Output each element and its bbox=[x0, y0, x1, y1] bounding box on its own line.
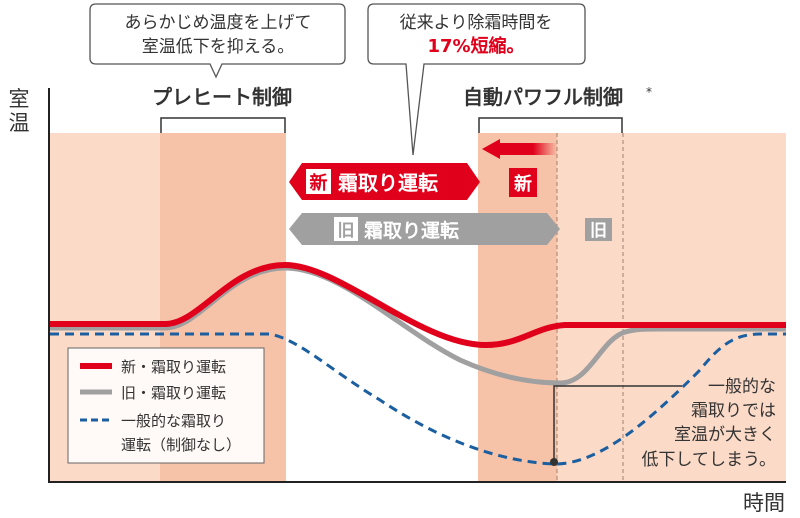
preheat-label: プレヒート制御 bbox=[152, 85, 292, 109]
callout-defrost-line1: 従来より除霜時間を bbox=[400, 13, 553, 33]
new-defrost-arrow bbox=[289, 163, 480, 200]
callout-defrost-line2: 17%短縮。 bbox=[427, 35, 524, 57]
old-tag-bg bbox=[585, 218, 612, 241]
auto-powerful-label: 自動パワフル制御 bbox=[463, 85, 623, 109]
shorten-arrow-head bbox=[482, 139, 500, 159]
band-normal-right bbox=[557, 133, 786, 482]
callout-preheat bbox=[89, 3, 346, 79]
annotation-dot bbox=[550, 458, 558, 466]
legend-label-general-2: 運転（制御なし） bbox=[121, 436, 241, 454]
callout-preheat-line2: 室温低下を抑える。 bbox=[142, 37, 295, 57]
old-tag: 旧 bbox=[590, 221, 607, 241]
legend-label-old: 旧・霜取り運転 bbox=[121, 384, 226, 402]
old-defrost-label: 霜取り運転 bbox=[363, 220, 459, 242]
annotation-line4: 低下してしまう。 bbox=[642, 450, 776, 470]
preheat-bracket bbox=[160, 117, 286, 133]
annotation-line2: 霜取りでは bbox=[691, 401, 776, 421]
y-axis-label-2: 温 bbox=[9, 111, 30, 135]
y-axis-label-1: 室 bbox=[9, 87, 30, 111]
annotation-line3: 室温が大きく bbox=[674, 425, 776, 445]
general-defrost-curve bbox=[50, 332, 786, 466]
old-badge: 旧 bbox=[338, 221, 355, 241]
new-tag: 新 bbox=[514, 173, 532, 195]
annotation-leader bbox=[553, 385, 682, 462]
auto-bracket bbox=[478, 117, 623, 133]
old-badge-bg bbox=[334, 217, 358, 241]
new-badge: 新 bbox=[310, 172, 328, 194]
asterisk: * bbox=[646, 85, 652, 99]
callout-preheat-line1: あらかじめ温度を上げて bbox=[125, 13, 312, 33]
legend: 新・霜取り運転 旧・霜取り運転 一般的な霜取り 運転（制御なし） bbox=[67, 347, 265, 464]
new-tag-bg bbox=[509, 168, 537, 197]
new-badge-bg bbox=[306, 169, 331, 194]
legend-label-new: 新・霜取り運転 bbox=[121, 358, 226, 376]
x-axis-label: 時間 bbox=[743, 491, 785, 515]
callout-defrost bbox=[367, 3, 586, 156]
annotation-line1: 一般的な bbox=[708, 377, 776, 397]
legend-label-general-1: 一般的な霜取り bbox=[121, 412, 226, 430]
new-defrost-curve bbox=[50, 261, 786, 349]
shorten-arrow-shaft bbox=[497, 143, 557, 155]
new-defrost-label: 霜取り運転 bbox=[338, 171, 438, 195]
